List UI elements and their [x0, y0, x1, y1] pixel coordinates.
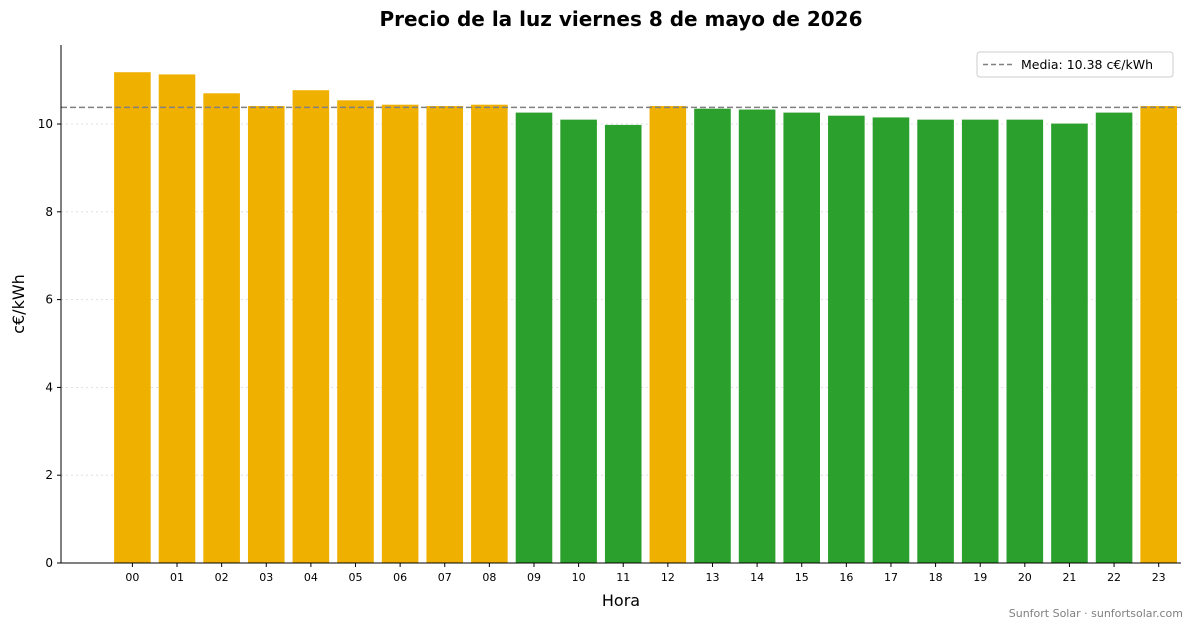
x-tick-label: 23	[1152, 571, 1166, 584]
x-tick-label: 10	[572, 571, 586, 584]
x-tick-label: 22	[1107, 571, 1121, 584]
x-tick-label: 05	[349, 571, 363, 584]
bar-23	[1140, 106, 1177, 563]
bar-17	[872, 117, 910, 564]
x-tick-label: 18	[929, 571, 943, 584]
bar-18	[917, 119, 954, 563]
y-tick-label: 2	[45, 468, 53, 482]
bar-19	[961, 119, 999, 563]
bar-02	[203, 93, 240, 563]
bar-09	[515, 112, 553, 563]
bar-14	[738, 109, 776, 563]
y-tick-label: 0	[45, 556, 53, 570]
bar-05	[337, 100, 374, 564]
legend-mean-label: Media: 10.38 c€/kWh	[1021, 57, 1153, 72]
legend-box	[976, 51, 1174, 78]
bar-16	[828, 115, 865, 563]
x-tick-label: 09	[527, 571, 541, 584]
x-tick-label: 13	[705, 571, 719, 584]
bar-08	[471, 104, 508, 564]
x-tick-label: 06	[393, 571, 407, 584]
bar-12	[649, 106, 687, 563]
axes-group	[60, 45, 1181, 564]
x-tick-label: 21	[1062, 571, 1076, 584]
x-axis-label: Hora	[602, 591, 640, 610]
footer-credit: Sunfort Solar · sunfortsolar.com	[1009, 607, 1183, 620]
x-ticks-group: 00 01 02 03 04 05 06 07 08 09 10 11 12 13 14 15 16 17 18 19…	[125, 563, 1166, 584]
bar-00	[114, 72, 151, 563]
bar-15	[783, 112, 821, 563]
x-tick-label: 12	[661, 571, 675, 584]
x-tick-label: 15	[795, 571, 809, 584]
y-tick-label: 8	[45, 205, 53, 219]
x-tick-label: 01	[170, 571, 184, 584]
y-tick-label: 4	[45, 380, 53, 394]
bar-10	[560, 119, 597, 563]
bar-03	[247, 106, 285, 563]
bar-20	[1006, 119, 1044, 563]
x-tick-label: 03	[259, 571, 273, 584]
x-tick-label: 16	[839, 571, 853, 584]
bar-11	[604, 124, 642, 564]
bar-13	[694, 108, 731, 564]
x-tick-label: 08	[482, 571, 496, 584]
x-tick-label: 19	[973, 571, 987, 584]
y-tick-label: 10	[38, 117, 53, 131]
x-tick-label: 14	[750, 571, 764, 584]
x-tick-label: 20	[1018, 571, 1032, 584]
x-tick-label: 11	[616, 571, 630, 584]
x-tick-label: 07	[438, 571, 452, 584]
x-tick-label: 04	[304, 571, 318, 584]
bars-group	[114, 72, 1177, 564]
y-ticks-group: 0 2 4 6 8 10	[38, 117, 61, 570]
bar-07	[426, 106, 464, 563]
chart-title: Precio de la luz viernes 8 de mayo de 20…	[379, 7, 862, 31]
bar-01	[158, 74, 196, 563]
bar-06	[381, 104, 419, 564]
x-tick-label: 02	[215, 571, 229, 584]
x-tick-label: 17	[884, 571, 898, 584]
y-tick-label: 6	[45, 293, 53, 307]
legend: Media: 10.38 c€/kWh	[976, 51, 1174, 78]
bar-04	[292, 90, 330, 563]
y-axis-label: c€/kWh	[9, 274, 28, 334]
bar-22	[1095, 112, 1133, 563]
bar-21	[1051, 123, 1088, 563]
x-tick-label: 00	[125, 571, 139, 584]
